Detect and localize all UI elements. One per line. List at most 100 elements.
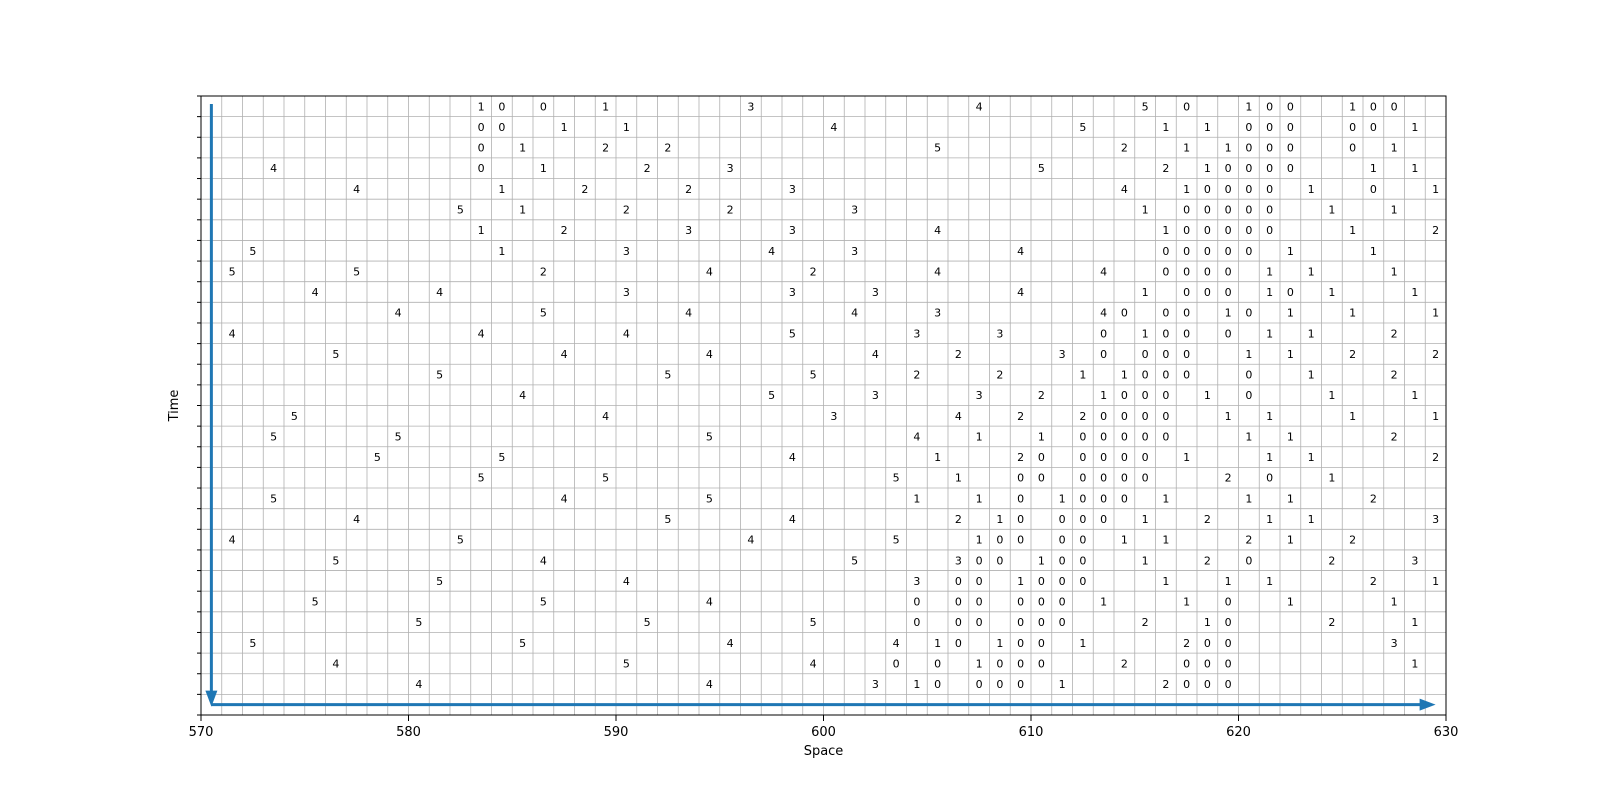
cell-value: 2 (1038, 389, 1045, 402)
cell-value: 2 (1328, 616, 1335, 629)
cell-value: 1 (1121, 534, 1128, 547)
cell-value: 0 (913, 596, 920, 609)
cell-value: 1 (1017, 575, 1024, 588)
cell-value: 0 (1245, 389, 1252, 402)
x-tick-label: 620 (1226, 725, 1251, 740)
cell-value: 0 (1266, 472, 1273, 485)
cell-value: 0 (1017, 637, 1024, 650)
cell-value: 0 (1059, 534, 1066, 547)
cell-value: 0 (1121, 492, 1128, 505)
cell-value: 5 (851, 554, 858, 567)
cell-value: 1 (1183, 183, 1190, 196)
cell-value: 1 (1328, 472, 1335, 485)
cell-value: 0 (1204, 183, 1211, 196)
cell-value: 0 (1245, 554, 1252, 567)
cell-value: 1 (1266, 575, 1273, 588)
cell-value: 0 (1142, 472, 1149, 485)
cell-value: 3 (623, 245, 630, 258)
cell-value: 1 (519, 142, 526, 155)
cell-value: 5 (415, 616, 422, 629)
cell-value: 4 (353, 183, 360, 196)
cell-value: 1 (1287, 534, 1294, 547)
cell-value: 4 (1121, 183, 1128, 196)
cell-value: 5 (374, 451, 381, 464)
cell-value: 0 (1225, 245, 1232, 258)
cell-value: 0 (498, 121, 505, 134)
cell-value: 4 (789, 451, 796, 464)
cell-value: 1 (1308, 513, 1315, 526)
cell-value: 0 (1266, 203, 1273, 216)
cell-value: 1 (1391, 596, 1398, 609)
cell-value: 2 (1349, 348, 1356, 361)
cell-value: 5 (353, 265, 360, 278)
cell-value: 1 (1059, 678, 1066, 691)
cell-value: 2 (664, 142, 671, 155)
cell-value: 1 (1245, 492, 1252, 505)
cell-value: 1 (1142, 554, 1149, 567)
cell-value: 0 (1245, 307, 1252, 320)
cell-value: 0 (976, 575, 983, 588)
cell-value: 0 (1121, 451, 1128, 464)
cell-value: 3 (934, 307, 941, 320)
cell-value: 1 (1411, 162, 1418, 175)
cell-value: 0 (1183, 203, 1190, 216)
cell-value: 0 (1287, 121, 1294, 134)
cell-value: 0 (1038, 472, 1045, 485)
cell-value: 0 (1038, 616, 1045, 629)
cell-value: 2 (1142, 616, 1149, 629)
cell-value: 1 (934, 451, 941, 464)
cell-value: 1 (1100, 389, 1107, 402)
cell-value: 2 (581, 183, 588, 196)
cell-value: 0 (1100, 430, 1107, 443)
cell-value: 0 (1204, 265, 1211, 278)
cell-value: 0 (1204, 203, 1211, 216)
cell-value: 0 (1121, 430, 1128, 443)
cell-value: 3 (1432, 513, 1439, 526)
cell-value: 0 (1183, 245, 1190, 258)
cell-value: 5 (332, 348, 339, 361)
cell-value: 2 (1121, 142, 1128, 155)
cell-value: 4 (478, 327, 485, 340)
cell-value: 3 (851, 203, 858, 216)
cell-value: 2 (1079, 410, 1086, 423)
axis-arrows (205, 104, 1436, 711)
cell-value: 0 (1162, 307, 1169, 320)
cell-value: 4 (893, 637, 900, 650)
cell-value: 0 (1038, 451, 1045, 464)
cell-value: 0 (1017, 472, 1024, 485)
cell-value: 0 (1079, 575, 1086, 588)
cell-value: 0 (1245, 162, 1252, 175)
cell-value: 1 (1287, 596, 1294, 609)
cell-value: 5 (457, 203, 464, 216)
cell-value: 1 (1204, 616, 1211, 629)
cell-value: 3 (872, 678, 879, 691)
cell-value: 2 (1121, 657, 1128, 670)
cell-value: 1 (1308, 327, 1315, 340)
cell-value: 1 (1162, 492, 1169, 505)
cell-value: 0 (1225, 678, 1232, 691)
cell-value: 1 (976, 534, 983, 547)
cell-value: 4 (1017, 286, 1024, 299)
cell-value: 0 (1225, 162, 1232, 175)
grid-lines (201, 96, 1446, 715)
x-tick-label: 600 (811, 725, 836, 740)
cell-value: 4 (561, 492, 568, 505)
cell-value: 2 (1370, 492, 1377, 505)
cell-value: 0 (1183, 100, 1190, 113)
cell-value: 1 (1432, 183, 1439, 196)
cell-value: 1 (1266, 410, 1273, 423)
cell-value: 0 (1245, 224, 1252, 237)
cell-value: 0 (1183, 224, 1190, 237)
cell-value: 5 (644, 616, 651, 629)
cell-value: 4 (934, 224, 941, 237)
cell-value: 1 (996, 513, 1003, 526)
cell-value: 1 (1142, 286, 1149, 299)
cell-value: 1 (1162, 121, 1169, 134)
cell-value: 3 (789, 286, 796, 299)
cell-value: 3 (1411, 554, 1418, 567)
cell-value: 1 (1391, 203, 1398, 216)
cell-value: 0 (1266, 142, 1273, 155)
cell-value: 1 (1162, 575, 1169, 588)
time-arrow-head (205, 690, 218, 707)
plot-frame (200, 95, 1447, 716)
